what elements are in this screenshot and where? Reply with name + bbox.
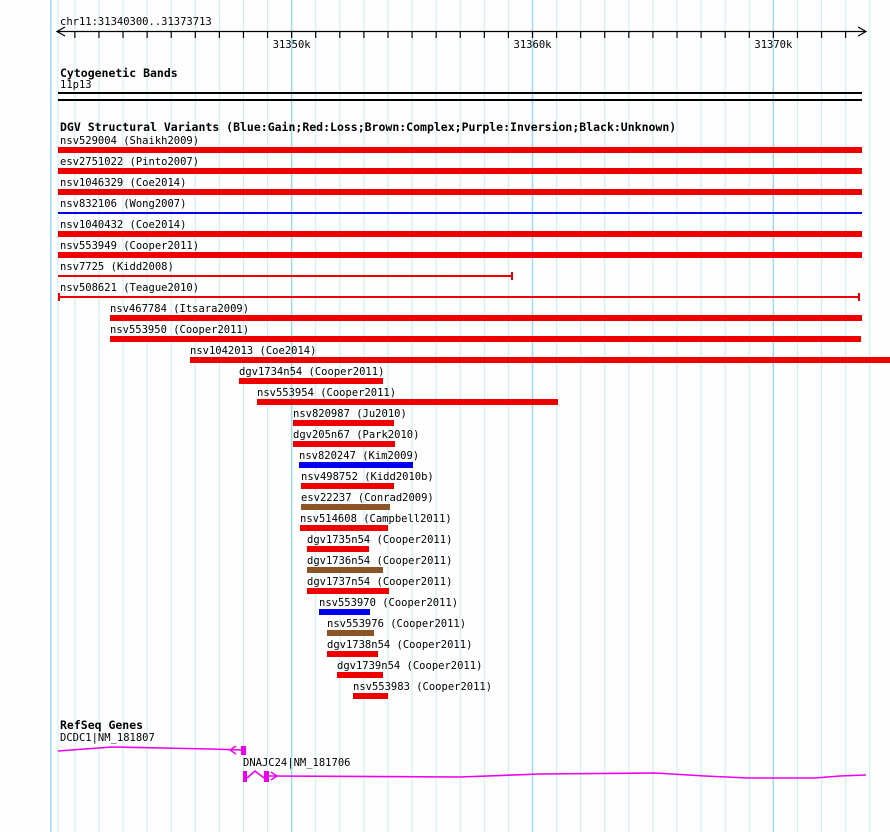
gene-strand-arrow-icon [228,745,237,755]
variant-label: nsv553950 (Cooper2011) [110,324,250,336]
gene-exon[interactable] [243,771,247,782]
variant-bar[interactable] [319,609,370,615]
variant-label: esv22237 (Conrad2009) [301,492,434,504]
variant-label: nsv498752 (Kidd2010b) [301,471,434,483]
variant-bar[interactable] [293,420,394,426]
variant-bar[interactable] [307,546,369,552]
variant-line[interactable] [58,212,862,214]
variant-label: esv2751022 (Pinto2007) [60,156,200,168]
dgv-track-header: DGV Structural Variants (Blue:Gain;Red:L… [60,120,677,134]
cytoband-label: 11p13 [60,79,92,91]
variant-bar[interactable] [327,630,374,636]
ruler-left-arrow-icon [55,26,66,37]
variant-label: nsv553970 (Cooper2011) [319,597,459,609]
variant-label: nsv553976 (Cooper2011) [327,618,467,630]
variant-bar[interactable] [58,147,862,153]
gene-exon[interactable] [241,746,246,755]
variant-label: nsv514608 (Campbell2011) [300,513,452,525]
variant-bar[interactable] [257,399,558,405]
gene-line[interactable] [268,772,867,779]
variant-bar[interactable] [58,168,862,174]
variant-bar[interactable] [58,252,862,258]
variant-label: dgv1735n54 (Cooper2011) [307,534,453,546]
variant-bar[interactable] [353,693,388,699]
variant-bar[interactable] [307,588,389,594]
variant-line[interactable] [58,296,860,298]
ruler-tick-label: 31370k [754,39,793,51]
variant-bar[interactable] [58,231,862,237]
variant-bar[interactable] [58,189,862,195]
variant-label: nsv832106 (Wong2007) [60,198,187,210]
variant-label: nsv508621 (Teague2010) [60,282,200,294]
cytoband-glyph[interactable] [58,92,862,101]
variant-label: nsv1042013 (Coe2014) [190,345,317,357]
coordinate-ruler [55,26,868,38]
variant-label: nsv1040432 (Coe2014) [60,219,187,231]
variant-bar[interactable] [299,462,413,468]
variant-bar[interactable] [300,525,388,531]
variant-label: nsv529004 (Shaikh2009) [60,135,200,147]
variant-label: dgv1736n54 (Cooper2011) [307,555,453,567]
variant-label: dgv1738n54 (Cooper2011) [327,639,473,651]
variant-bar[interactable] [110,315,862,321]
gene-line[interactable] [57,746,242,752]
variant-bar[interactable] [239,378,383,384]
gene-intron-hat [246,769,265,779]
variant-bar[interactable] [301,504,390,510]
variant-label: nsv553983 (Cooper2011) [353,681,493,693]
variant-label: nsv820247 (Kim2009) [299,450,420,462]
variant-label: nsv553954 (Cooper2011) [257,387,397,399]
variant-endcap [58,293,60,301]
variant-label: dgv205n67 (Park2010) [293,429,420,441]
ruler-tick-label: 31360k [513,39,552,51]
region-title: chr11:31340300..31373713 [60,16,212,28]
variant-bar[interactable] [110,336,861,342]
variant-bar[interactable] [190,357,890,363]
cytogenetic-bands-header: Cytogenetic Bands [60,66,178,80]
variant-line[interactable] [58,275,513,277]
refseq-track-header: RefSeq Genes [60,718,144,732]
variant-bar[interactable] [293,441,395,447]
variant-label: nsv820987 (Ju2010) [293,408,407,420]
variant-label: dgv1739n54 (Cooper2011) [337,660,483,672]
variant-label: nsv467784 (Itsara2009) [110,303,250,315]
gene-strand-arrow-icon [270,771,279,781]
variant-bar[interactable] [307,567,383,573]
variant-endcap [858,293,860,301]
variant-label: dgv1734n54 (Cooper2011) [239,366,385,378]
variant-label: nsv7725 (Kidd2008) [60,261,174,273]
gene-exon[interactable] [264,771,269,782]
gene-label: DCDC1|NM_181807 [60,732,155,744]
variant-bar[interactable] [337,672,383,678]
variant-endcap [511,272,513,280]
ruler-right-arrow-icon [857,26,868,37]
ruler-tick-label: 31350k [272,39,311,51]
variant-bar[interactable] [301,483,394,489]
gene-label: DNAJC24|NM_181706 [243,757,351,769]
variant-label: dgv1737n54 (Cooper2011) [307,576,453,588]
variant-bar[interactable] [327,651,378,657]
variant-label: nsv553949 (Cooper2011) [60,240,200,252]
variant-label: nsv1046329 (Coe2014) [60,177,187,189]
